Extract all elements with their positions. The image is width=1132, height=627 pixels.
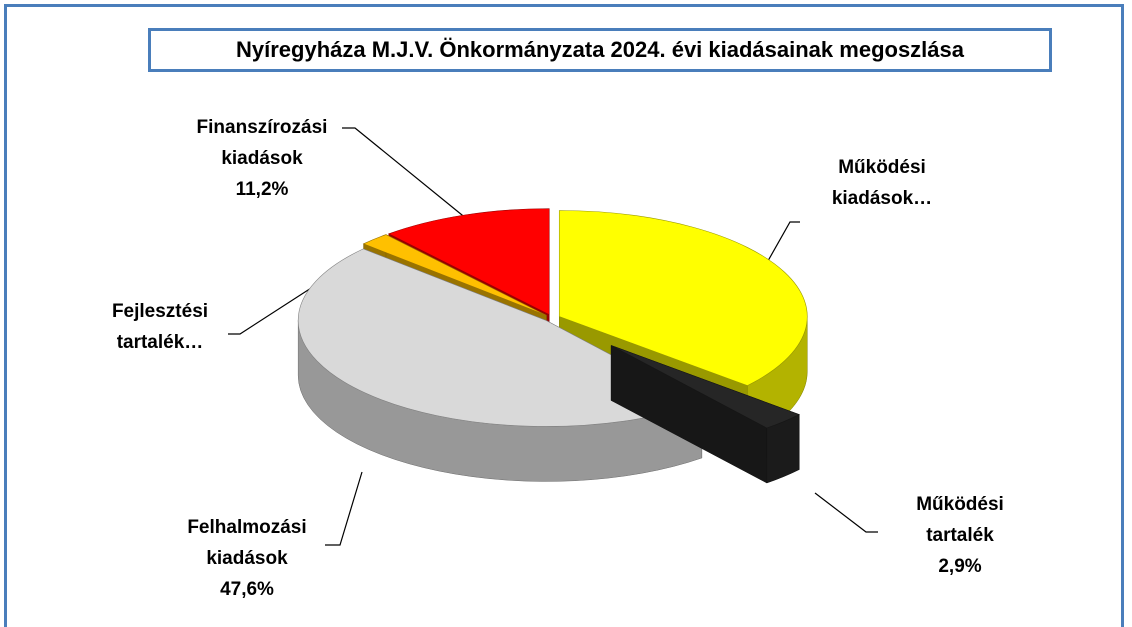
value-label: 47,6%: [220, 579, 274, 600]
slice: [558, 210, 808, 386]
slice: [611, 345, 800, 429]
category-label: Finanszírozási kiadások: [196, 117, 328, 169]
slice: [297, 248, 703, 427]
slice: [362, 234, 547, 316]
slice-label: Fejlesztési tartalék…: [80, 296, 240, 358]
category-label: Működési tartalék: [916, 494, 1004, 546]
leader-line: [814, 492, 878, 533]
frame: [4, 4, 1124, 627]
slice-label: Működési tartalék 2,9%: [880, 489, 1040, 582]
leader-line: [759, 221, 800, 276]
value-label: 2,9%: [938, 556, 982, 577]
chart-title: Nyíregyháza M.J.V. Önkormányzata 2024. é…: [148, 28, 1052, 72]
slice-label: Működési kiadások…: [802, 152, 962, 214]
category-label: Felhalmozási kiadások: [187, 517, 307, 569]
slice: [388, 208, 550, 316]
leader-line: [325, 471, 363, 546]
leader-line: [342, 127, 479, 229]
value-label: 11,2%: [235, 179, 289, 200]
slice-label: Felhalmozási kiadások 47,6%: [167, 512, 327, 605]
category-label: Fejlesztési tartalék…: [111, 301, 209, 353]
category-label: Működési kiadások…: [831, 157, 933, 209]
slice-label: Finanszírozási kiadások 11,2%: [182, 112, 342, 205]
